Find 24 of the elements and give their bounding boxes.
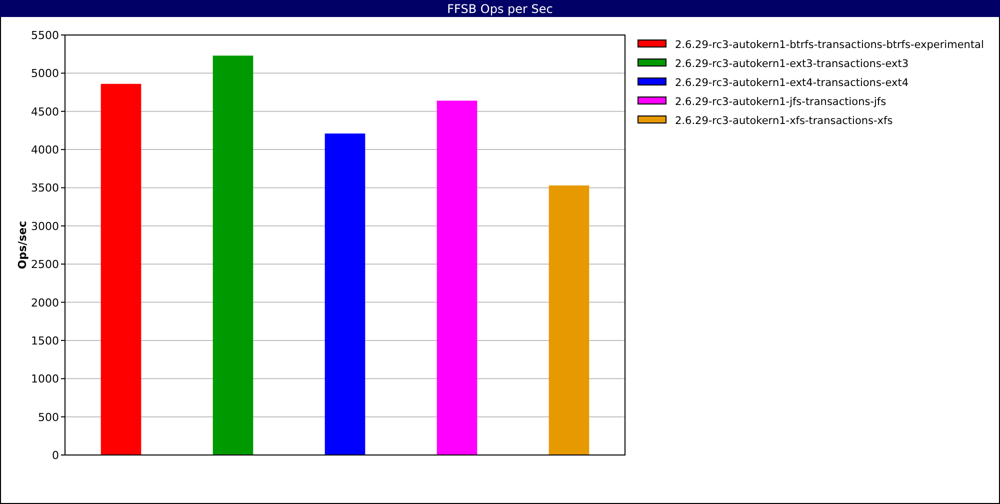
y-tick-label: 500	[38, 410, 59, 424]
legend-label: 2.6.29-rc3-autokern1-jfs-transactions-jfs	[675, 96, 886, 108]
legend-label: 2.6.29-rc3-autokern1-xfs-transactions-xfs	[675, 115, 893, 127]
y-tick-label: 5500	[31, 29, 59, 42]
y-tick-label: 2500	[31, 258, 59, 272]
y-tick-label: 4500	[31, 105, 59, 118]
bar	[548, 185, 590, 455]
y-tick-label: 5000	[31, 67, 59, 80]
bar	[324, 134, 366, 455]
y-tick-label: 2000	[31, 296, 59, 310]
chart-title: FFSB Ops per Sec	[447, 2, 553, 16]
y-tick-label: 1000	[31, 372, 59, 386]
y-tick-label: 1500	[31, 334, 59, 348]
bar	[100, 84, 142, 455]
legend-label: 2.6.29-rc3-autokern1-btrfs-transactions-btrfs-experimental	[675, 39, 984, 51]
y-axis-title: Ops/sec	[16, 220, 29, 270]
bar	[436, 100, 478, 455]
legend-label: 2.6.29-rc3-autokern1-ext4-transactions-ext4	[675, 77, 909, 89]
y-tick-label: 4000	[31, 144, 59, 157]
y-tick-label: 0	[52, 449, 59, 462]
y-tick-label: 3500	[31, 182, 59, 195]
legend-label: 2.6.29-rc3-autokern1-ext3-transactions-ext3	[675, 58, 909, 70]
bar	[212, 56, 254, 455]
y-tick-label: 3000	[31, 220, 59, 233]
